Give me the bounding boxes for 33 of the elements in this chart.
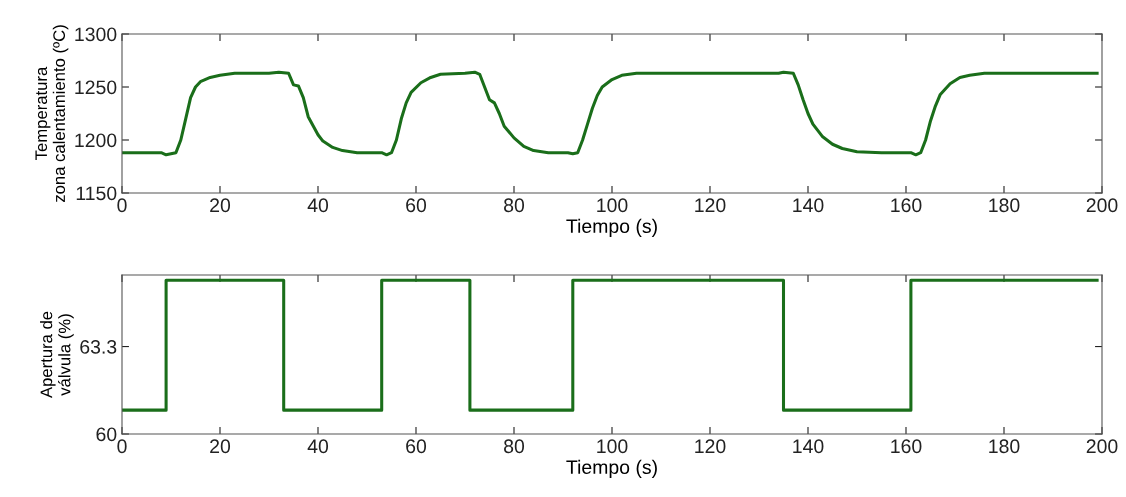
- y-tick-label: 63.3: [80, 340, 117, 354]
- x-tick-label: 180: [989, 198, 1020, 213]
- x-tick-label: 0: [117, 439, 127, 454]
- x-tick-label: 180: [989, 439, 1020, 454]
- y-axis-title: Temperatura zona calentamiento (ºC): [35, 25, 69, 203]
- y-tick-label: 1150: [76, 186, 117, 201]
- x-axis-title: Tiempo (s): [566, 459, 657, 478]
- x-tick-label: 140: [793, 198, 824, 213]
- x-tick-label: 140: [793, 439, 824, 454]
- x-axis-title: Tiempo (s): [566, 218, 657, 237]
- x-tick-label: 40: [307, 439, 329, 454]
- y-tick-label: 1300: [75, 27, 117, 42]
- x-tick-label: 120: [695, 198, 726, 213]
- x-tick-label: 20: [210, 198, 231, 213]
- x-tick-label: 100: [597, 198, 628, 213]
- x-tick-label: 80: [504, 198, 525, 213]
- x-tick-label: 160: [891, 439, 922, 454]
- x-tick-label: 60: [406, 198, 427, 213]
- x-tick-label: 0: [117, 198, 127, 213]
- x-tick-label: 100: [597, 439, 628, 454]
- y-tick-label: 1250: [75, 80, 117, 95]
- x-tick-label: 60: [406, 439, 427, 454]
- y-tick-label: 60: [96, 427, 117, 442]
- y-tick-label: 1200: [75, 133, 117, 148]
- line-series: [122, 70, 1099, 157]
- x-tick-label: 200: [1086, 439, 1118, 454]
- y-axis-title: Apertura de válvula (%): [40, 311, 74, 399]
- x-tick-label: 160: [891, 198, 922, 213]
- x-tick-label: 80: [504, 439, 525, 454]
- x-tick-label: 20: [210, 439, 231, 454]
- x-tick-label: 120: [695, 439, 726, 454]
- x-tick-label: 40: [307, 198, 329, 213]
- x-tick-label: 200: [1086, 198, 1118, 213]
